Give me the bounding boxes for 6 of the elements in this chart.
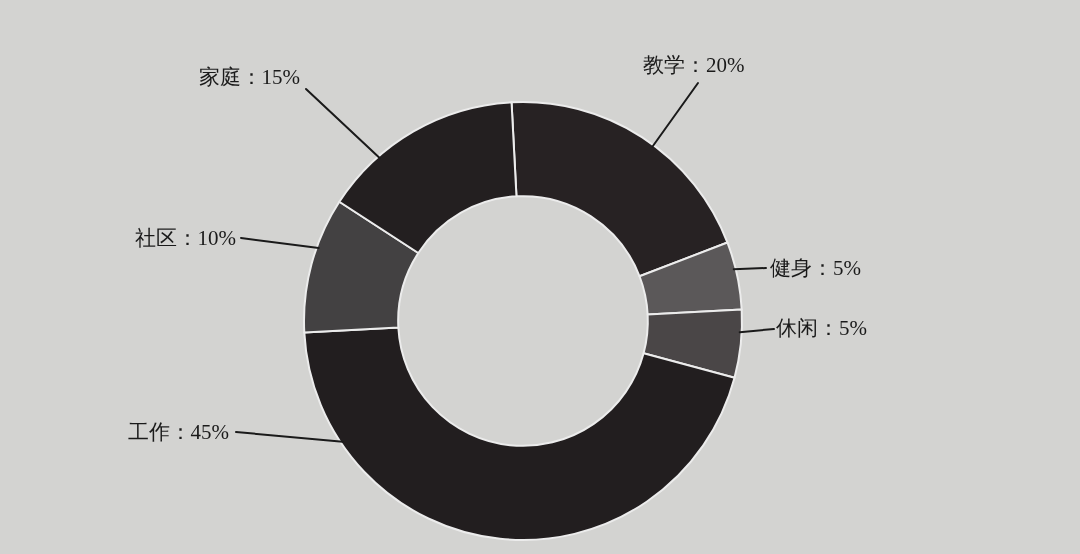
slice-label: 社区：10%: [134, 226, 236, 250]
slice-label: 家庭：15%: [198, 65, 300, 89]
slice-label: 健身：5%: [770, 256, 861, 280]
slice-label: 教学：20%: [643, 53, 745, 77]
slice-label: 休闲：5%: [776, 316, 867, 340]
slice-label: 工作：45%: [127, 420, 229, 444]
